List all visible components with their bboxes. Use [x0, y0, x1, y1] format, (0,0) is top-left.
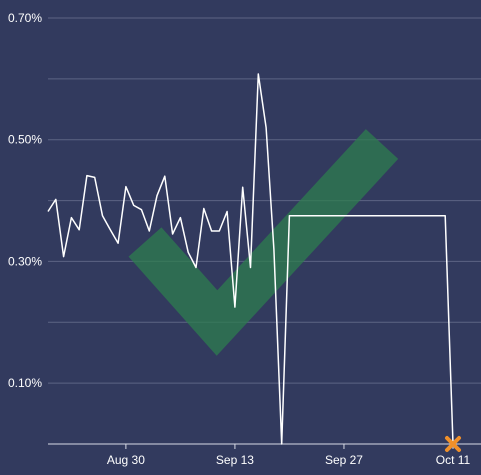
series-layer [47, 73, 454, 445]
x-tick-label: Sep 13 [216, 453, 254, 467]
x-tick-label: Oct 11 [436, 453, 471, 467]
x-axis: Aug 30 Sep 13 Sep 27 Oct 11 [48, 443, 481, 467]
x-tick-label: Aug 30 [107, 453, 145, 467]
y-axis-labels: 0.10% 0.30% 0.50% 0.70% [8, 11, 42, 390]
check-mark-icon [128, 129, 399, 356]
y-tick-label: 0.50% [8, 133, 42, 147]
y-tick-label: 0.10% [8, 376, 42, 390]
marker-layer [445, 436, 461, 452]
check-mark-shape [128, 129, 399, 356]
y-tick-label: 0.30% [8, 254, 42, 268]
gridlines [48, 17, 481, 384]
y-tick-label: 0.70% [8, 11, 42, 25]
series-line [47, 73, 454, 445]
x-tick-label: Sep 27 [325, 453, 363, 467]
x-marker-icon [445, 436, 461, 452]
